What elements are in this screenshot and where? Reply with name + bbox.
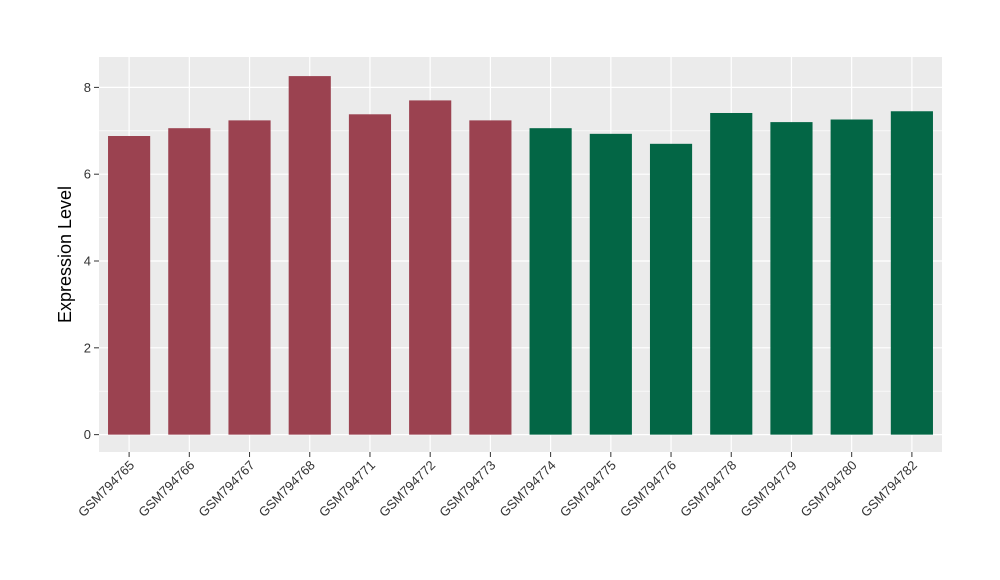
y-tick-label: 8: [84, 80, 91, 95]
bar-gsm794780: [830, 119, 873, 435]
x-tick-label: GSM794774: [497, 458, 559, 520]
bar-gsm794771: [348, 114, 392, 435]
bar-gsm794772: [409, 100, 452, 435]
plot-panel: [99, 57, 942, 452]
y-tick-label: 6: [84, 167, 91, 182]
x-tick-label: GSM794772: [376, 458, 438, 520]
x-tick-label: GSM794778: [677, 458, 739, 520]
x-tick-label: GSM794768: [256, 458, 318, 520]
y-tick-label: 4: [84, 254, 91, 269]
bar-gsm794773: [469, 120, 512, 435]
x-tick-label: GSM794780: [798, 458, 860, 520]
bars: [108, 76, 933, 435]
bar-gsm794779: [770, 122, 813, 435]
x-tick-label: GSM794773: [436, 458, 498, 520]
x-tick-label: GSM794766: [135, 458, 197, 520]
x-tick-label: GSM794775: [557, 458, 619, 520]
bar-gsm794778: [710, 112, 753, 435]
bar-gsm794776: [649, 143, 693, 435]
y-tick-label: 2: [84, 340, 91, 355]
y-axis-title: Expression Level: [55, 186, 75, 323]
x-tick-label: GSM794771: [316, 458, 378, 520]
y-axis: 0 2 4 6 8: [84, 80, 99, 442]
bar-gsm794768: [288, 76, 331, 435]
x-tick-label: GSM794765: [75, 458, 137, 520]
bar-gsm794765: [108, 136, 151, 435]
x-tick-label: GSM794767: [195, 458, 257, 520]
bar-gsm794766: [168, 128, 211, 435]
y-tick-label: 0: [84, 427, 91, 442]
x-tick-label: GSM794782: [858, 458, 920, 520]
bar-gsm794775: [589, 133, 632, 435]
x-tick-label: GSM794776: [617, 458, 679, 520]
x-axis: GSM794765GSM794766GSM794767GSM794768GSM7…: [75, 452, 920, 520]
x-tick-label: GSM794779: [737, 458, 799, 520]
bar-gsm794782: [890, 111, 933, 435]
bar-gsm794774: [529, 128, 572, 435]
bar-gsm794767: [228, 120, 271, 435]
